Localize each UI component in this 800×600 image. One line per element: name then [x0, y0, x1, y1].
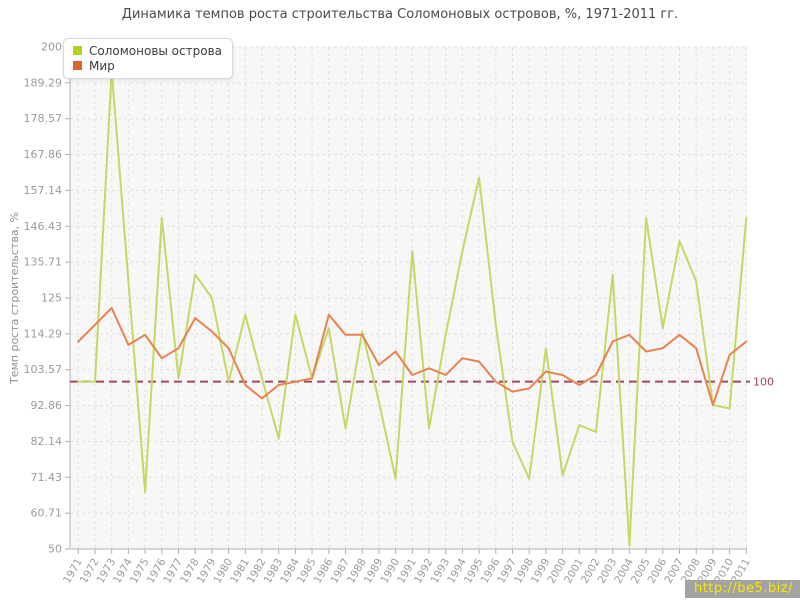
y-tick-label: 82.14	[31, 435, 63, 448]
y-tick-label: 157.14	[24, 184, 63, 197]
y-tick-label: 92.86	[31, 399, 63, 412]
watermark-link[interactable]: http://be5.biz/	[684, 580, 800, 598]
series-line-world	[77, 307, 748, 407]
legend-label: Соломоновы острова	[89, 43, 222, 58]
y-tick-label: 189.29	[24, 76, 63, 89]
y-tick-label: 50	[48, 543, 62, 556]
y-tick-label: 200	[41, 41, 62, 54]
legend-item-0: Соломоновы острова	[73, 43, 222, 58]
reference-line-label: 100	[753, 376, 774, 389]
chart-title: Динамика темпов роста строительства Соло…	[121, 7, 679, 22]
y-tick-label: 146.43	[24, 220, 63, 233]
y-tick-label: 125	[41, 292, 62, 305]
y-tick-label: 178.57	[24, 112, 63, 125]
y-tick-label: 114.29	[24, 327, 63, 340]
legend-marker-icon	[73, 46, 82, 55]
y-tick-label: 167.86	[24, 148, 63, 161]
y-tick-label: 103.57	[24, 363, 63, 376]
y-tick-label: 135.71	[24, 256, 63, 269]
y-tick-label: 60.71	[31, 507, 63, 520]
legend-item-1: Мир	[73, 58, 222, 73]
y-tick-label: 71.43	[31, 471, 63, 484]
legend-label: Мир	[89, 58, 115, 73]
legend-marker-icon	[73, 61, 82, 70]
legend-box: Соломоновы острова Мир	[63, 38, 233, 79]
series-line-solomon-islands	[77, 69, 748, 547]
